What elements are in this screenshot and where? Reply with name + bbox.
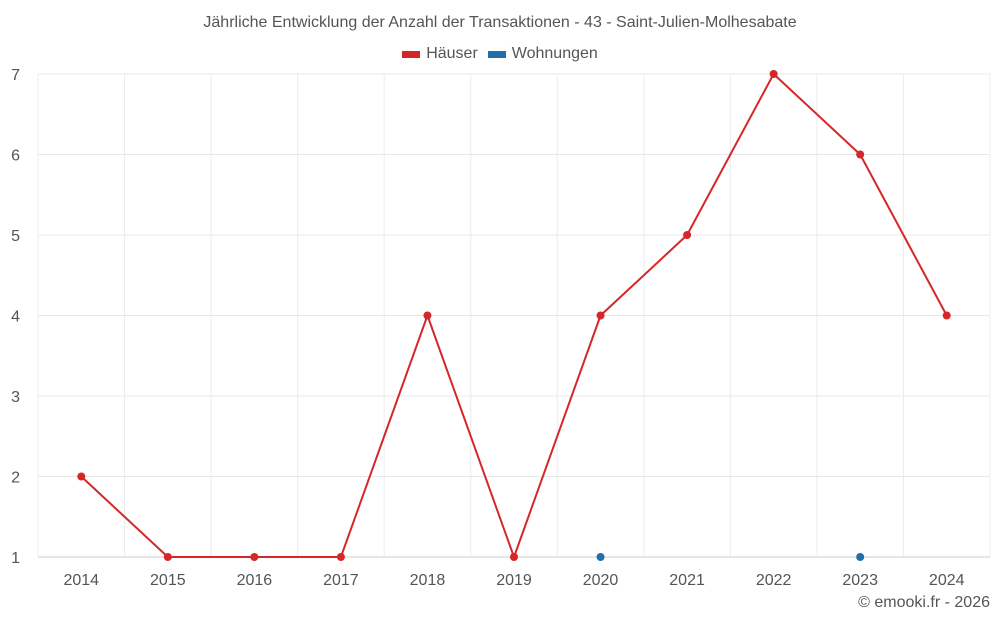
x-tick-label: 2017	[323, 572, 359, 589]
x-tick-label: 2014	[63, 572, 99, 589]
legend: Häuser Wohnungen	[0, 45, 1000, 63]
legend-swatch-haeuser	[402, 50, 421, 58]
x-tick-label: 2020	[583, 572, 619, 589]
legend-label-haeuser: Häuser	[426, 45, 478, 62]
data-point	[423, 311, 432, 320]
data-point	[942, 311, 951, 320]
data-point	[856, 553, 865, 561]
y-tick-label: 5	[11, 228, 20, 245]
data-point	[510, 553, 518, 561]
data-point	[77, 472, 86, 481]
chart-title: Jährliche Entwicklung der Anzahl der Tra…	[203, 14, 797, 31]
y-tick-label: 3	[11, 389, 20, 406]
y-tick-label: 2	[11, 470, 20, 487]
y-tick-label: 4	[11, 309, 20, 326]
data-point	[163, 553, 172, 561]
y-tick-label: 7	[11, 67, 20, 84]
legend-label-wohnungen: Wohnungen	[511, 45, 598, 62]
data-point	[596, 311, 605, 320]
legend-item-wohnungen[interactable]: Wohnungen	[487, 45, 598, 63]
x-tick-label: 2021	[669, 572, 705, 589]
x-tick-label: 2019	[496, 572, 532, 589]
legend-item-haeuser[interactable]: Häuser	[402, 45, 478, 63]
legend-swatch-wohnungen	[487, 50, 506, 58]
x-tick-label: 2015	[150, 572, 186, 589]
data-point	[769, 70, 778, 78]
y-tick-label: 1	[11, 550, 20, 567]
data-point	[856, 150, 865, 159]
x-tick-label: 2023	[842, 572, 878, 589]
data-point	[250, 553, 259, 561]
copyright-credit: © emooki.fr - 2026	[858, 594, 990, 611]
x-tick-label: 2018	[410, 572, 446, 589]
x-tick-label: 2024	[929, 572, 965, 589]
data-point	[336, 553, 345, 561]
x-tick-label: 2022	[756, 572, 792, 589]
x-tick-label: 2016	[237, 572, 273, 589]
data-point	[683, 231, 692, 239]
y-tick-label: 6	[11, 148, 20, 165]
data-point	[596, 553, 605, 561]
